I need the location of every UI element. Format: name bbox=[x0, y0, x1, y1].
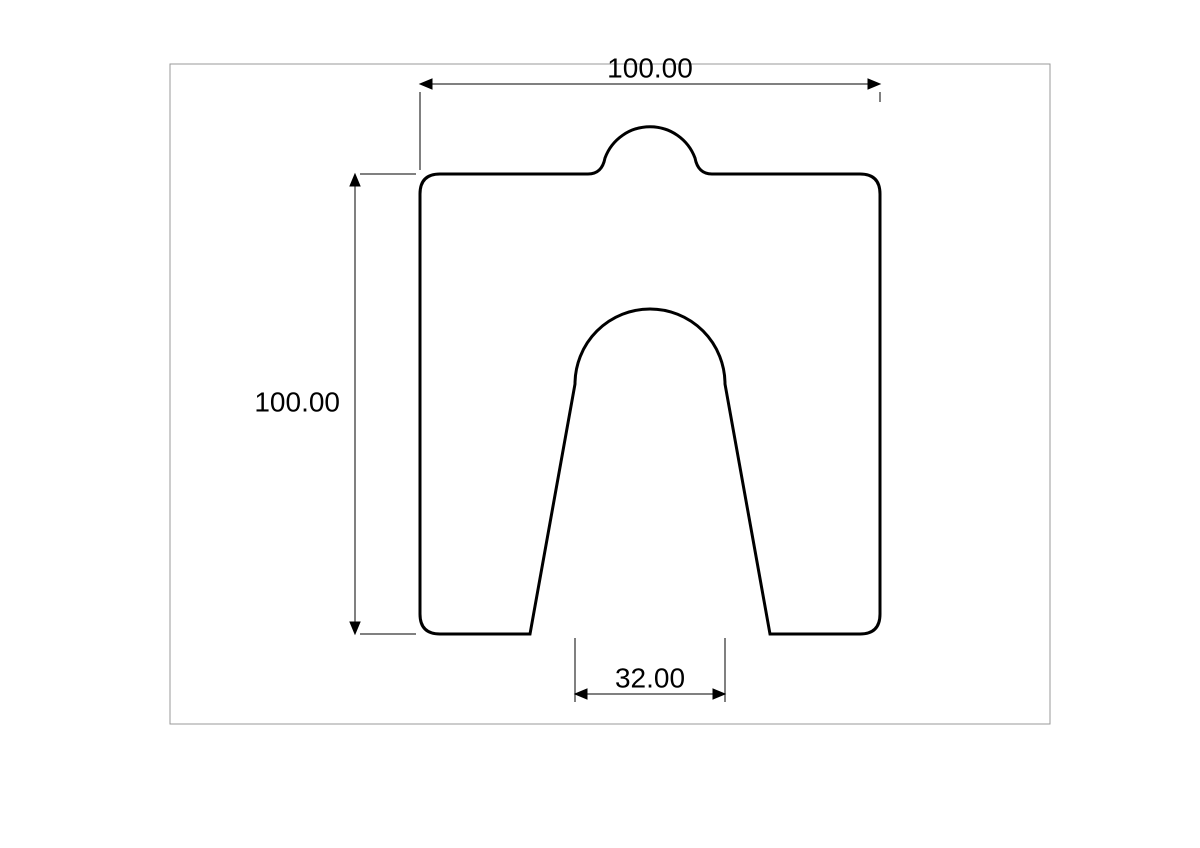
engineering-drawing: 100.00 100.00 32.00 bbox=[140, 34, 1060, 814]
dimension-slot-label: 32.00 bbox=[615, 662, 685, 693]
dimension-height-label: 100.00 bbox=[254, 386, 340, 417]
dimension-width-label: 100.00 bbox=[607, 52, 693, 83]
drawing-svg: 100.00 100.00 32.00 bbox=[140, 34, 1060, 814]
